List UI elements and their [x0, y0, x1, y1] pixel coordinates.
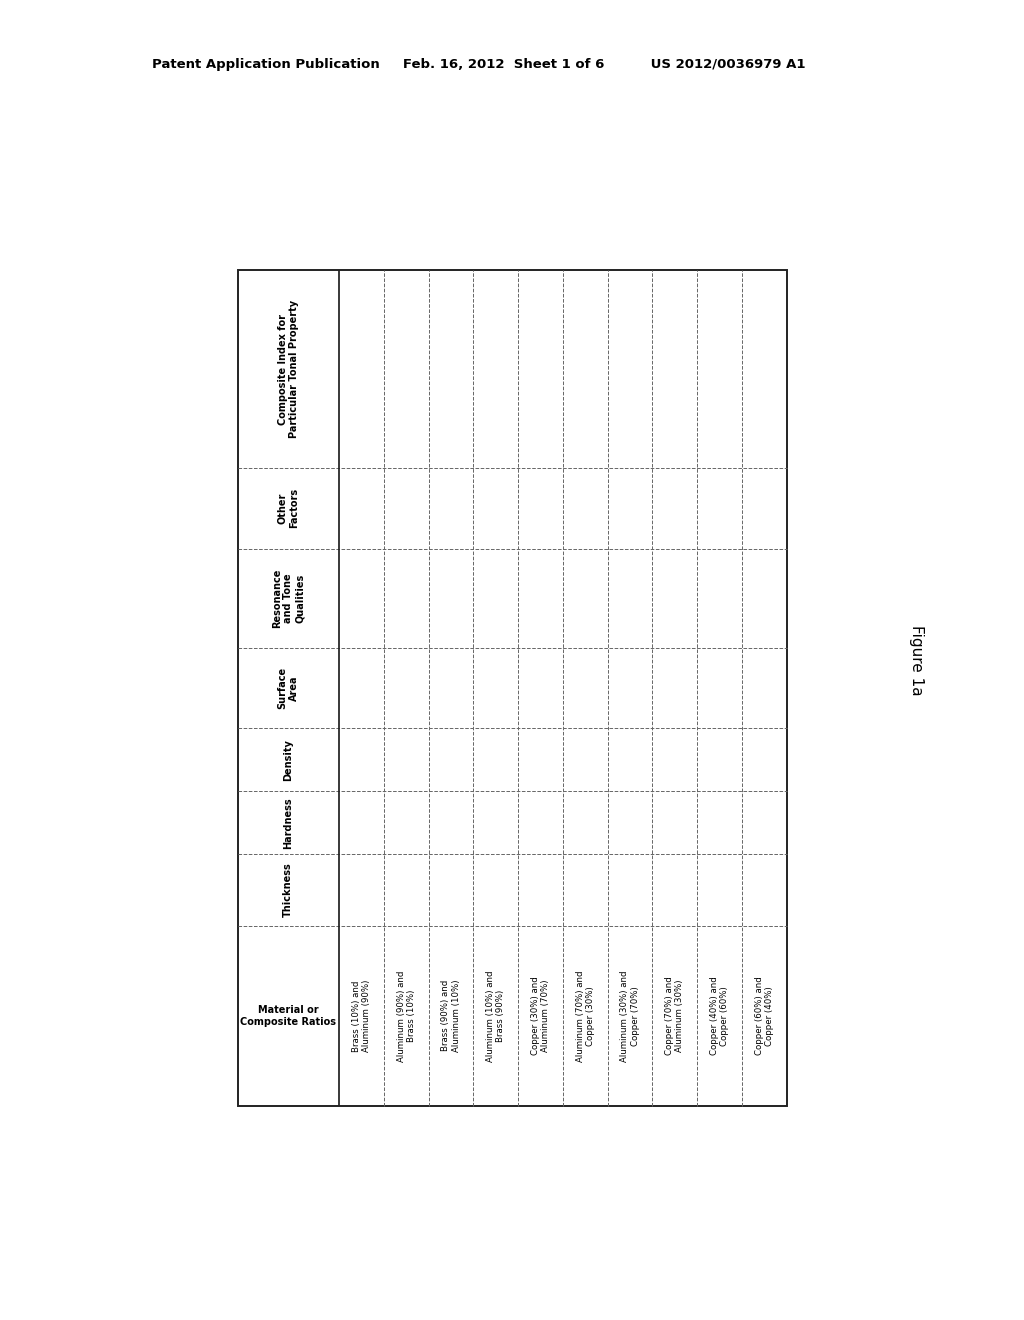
Text: Patent Application Publication     Feb. 16, 2012  Sheet 1 of 6          US 2012/: Patent Application Publication Feb. 16, … [152, 58, 805, 71]
Text: Aluminum (70%) and
Copper (30%): Aluminum (70%) and Copper (30%) [575, 970, 595, 1061]
Text: Hardness: Hardness [284, 797, 293, 849]
Text: Brass (10%) and
Aluminum (90%): Brass (10%) and Aluminum (90%) [352, 979, 371, 1052]
Text: Copper (60%) and
Copper (40%): Copper (60%) and Copper (40%) [755, 977, 774, 1055]
Text: Copper (70%) and
Aluminum (30%): Copper (70%) and Aluminum (30%) [666, 977, 684, 1055]
Text: Aluminum (30%) and
Copper (70%): Aluminum (30%) and Copper (70%) [621, 970, 640, 1061]
Text: Figure 1a: Figure 1a [909, 624, 924, 696]
Text: Aluminum (10%) and
Brass (90%): Aluminum (10%) and Brass (90%) [486, 970, 506, 1061]
Text: Surface
Area: Surface Area [278, 667, 299, 709]
Text: Resonance
and Tone
Qualities: Resonance and Tone Qualities [271, 569, 305, 628]
Text: Material or
Composite Ratios: Material or Composite Ratios [241, 1005, 336, 1027]
Text: Brass (90%) and
Aluminum (10%): Brass (90%) and Aluminum (10%) [441, 979, 461, 1052]
Text: Thickness: Thickness [284, 863, 293, 917]
Text: Copper (30%) and
Aluminum (70%): Copper (30%) and Aluminum (70%) [530, 977, 550, 1055]
Text: Aluminum (90%) and
Brass (10%): Aluminum (90%) and Brass (10%) [396, 970, 416, 1061]
Text: Other
Factors: Other Factors [278, 488, 299, 528]
Text: Density: Density [284, 739, 293, 780]
Bar [238, 271, 786, 1106]
Text: Composite Index for
Particular Tonal Property: Composite Index for Particular Tonal Pro… [278, 300, 299, 438]
Text: Copper (40%) and
Copper (60%): Copper (40%) and Copper (60%) [710, 977, 729, 1055]
